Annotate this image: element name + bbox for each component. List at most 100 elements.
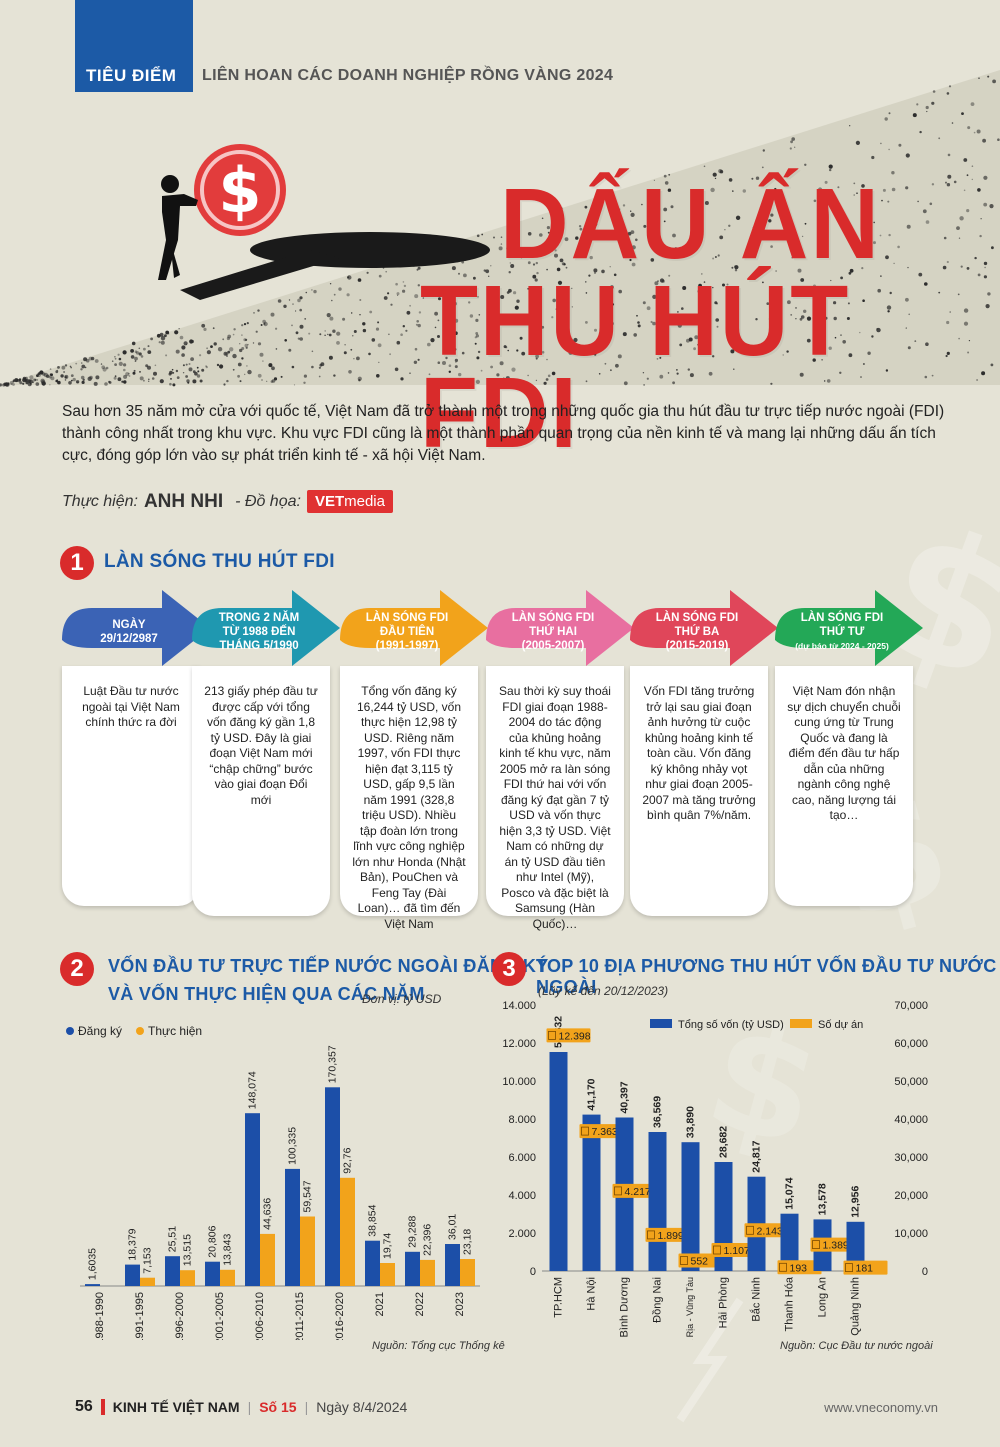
- stage-heading-line: (1991-1997): [375, 640, 439, 652]
- issue-date: Ngày 8/4/2024: [316, 1399, 408, 1415]
- left-tick-label: 10.000: [502, 1076, 536, 1088]
- section-header: LIÊN HOAN CÁC DOANH NGHIỆP RỒNG VÀNG 202…: [202, 67, 614, 84]
- header-corner-block: [75, 0, 193, 92]
- stage-heading-line: LÀN SÓNG FDI: [365, 612, 449, 624]
- bar-dang-ky: [285, 1168, 300, 1286]
- arrow-shape: [62, 590, 210, 666]
- data-label: 33,890: [684, 1106, 696, 1138]
- left-tick-label: 0: [530, 1266, 536, 1278]
- svg-text:193: 193: [790, 1262, 808, 1274]
- left-tick-label: 14.000: [502, 1000, 536, 1012]
- stage-heading-line: TRONG 2 NĂM: [218, 612, 300, 624]
- stage-heading-line: NGÀY: [112, 619, 146, 631]
- bar-thuc-hien: [420, 1259, 435, 1286]
- x-tick-label: 2021: [374, 1292, 386, 1316]
- data-label: 44,636: [261, 1198, 273, 1230]
- data-label: 92,76: [341, 1147, 353, 1173]
- x-tick-label: 2006-2010: [254, 1292, 266, 1340]
- chart-2-unit: Đơn vị: tỷ USD: [362, 992, 442, 1006]
- bar-thuc-hien: [460, 1259, 475, 1286]
- byline: Thực hiện: ANH NHI - Đồ họa: VETmedia: [62, 490, 393, 513]
- x-tick-label: Hải Phòng: [717, 1277, 729, 1328]
- stage-heading-line: THỨ BA: [674, 626, 720, 638]
- x-tick-label: Hà Nội: [585, 1277, 597, 1311]
- website-link[interactable]: www.vneconomy.vn: [824, 1400, 938, 1415]
- stage-heading-line: ĐẦU TIÊN: [379, 626, 435, 638]
- bar-tong-von: [681, 1142, 700, 1271]
- right-tick-label: 50,000: [894, 1076, 928, 1088]
- stage-heading-line: (2005-2007): [521, 640, 585, 652]
- legend-label-tong-von: Tổng số vốn (tỷ USD): [678, 1019, 784, 1031]
- section-2-number: 2: [60, 952, 94, 986]
- data-label: 28,682: [717, 1126, 729, 1158]
- hero-title-line-2: THU HÚT FDI: [420, 265, 851, 469]
- timeline-stage-4-header: LÀN SÓNG FDI THỨ HAI (2005-2007): [486, 588, 636, 668]
- bar-tong-von: [648, 1132, 667, 1271]
- data-label: 20,806: [206, 1225, 218, 1257]
- stage-heading-line: (2015-2019): [665, 640, 729, 652]
- data-label: 36,01: [446, 1214, 458, 1240]
- section-3-title: TOP 10 ĐỊA PHƯƠNG THU HÚT VỐN ĐẦU TƯ NƯỚ…: [536, 956, 997, 997]
- svg-text:2.143: 2.143: [757, 1225, 783, 1237]
- data-label: 24,817: [750, 1140, 762, 1172]
- data-label: 22,396: [421, 1224, 433, 1256]
- right-tick-label: 10,000: [894, 1228, 928, 1240]
- bar-tong-von: [582, 1114, 601, 1271]
- section-1-number: 1: [60, 546, 94, 580]
- timeline-stage-5-text: Vốn FDI tăng trưởng trở lại sau giai đoạ…: [630, 666, 768, 916]
- arrow-shape: [775, 590, 923, 666]
- bar-thuc-hien: [140, 1277, 155, 1286]
- bar-tong-von: [549, 1052, 568, 1271]
- bar-thuc-hien: [380, 1263, 395, 1286]
- svg-text:552: 552: [691, 1256, 709, 1268]
- svg-text:181: 181: [856, 1263, 874, 1275]
- chart-3-source: Nguồn: Cục Đầu tư nước ngoài: [780, 1340, 933, 1352]
- data-label: 41,170: [585, 1078, 597, 1110]
- right-tick-label: 0: [922, 1266, 928, 1278]
- project-count-marker: 552: [678, 1253, 723, 1268]
- data-label: 25,51: [166, 1226, 178, 1252]
- legend-label-so-du-an: Số dự án: [818, 1019, 863, 1031]
- right-tick-label: 70,000: [894, 1000, 928, 1012]
- legend-thuc-hien: Thực hiện: [136, 1024, 202, 1038]
- issue-number: Số 15: [259, 1399, 297, 1415]
- bar-dang-ky: [325, 1087, 340, 1286]
- bar-dang-ky: [365, 1240, 380, 1286]
- data-label: 13,578: [816, 1183, 828, 1215]
- stage-heading-line: (dự báo từ 2024 - 2025): [795, 641, 889, 651]
- stage-heading-line: THỨ TƯ: [819, 626, 865, 638]
- svg-text:1.899: 1.899: [658, 1230, 684, 1242]
- svg-text:1.389: 1.389: [823, 1240, 849, 1252]
- bar-tong-von: [846, 1221, 865, 1271]
- author-label: Thực hiện:: [62, 492, 138, 510]
- section-kicker: TIÊU ĐIỂM: [86, 66, 177, 85]
- project-count-marker: 193: [777, 1260, 822, 1275]
- data-label: 148,074: [246, 1071, 258, 1109]
- x-tick-label: 1996-2000: [174, 1292, 186, 1340]
- data-label: 40,397: [618, 1081, 630, 1113]
- timeline-stage-6-header: LÀN SÓNG FDI THỨ TƯ (dự báo từ 2024 - 2025…: [775, 588, 925, 668]
- x-tick-label: 1988-1990: [94, 1292, 106, 1340]
- timeline-stage-2-text: 213 giấy phép đầu tư được cấp với tổng v…: [192, 666, 330, 916]
- hero-title-line-1: DẤU ẤN: [500, 168, 881, 280]
- x-tick-label: Thanh Hóa: [783, 1276, 795, 1331]
- data-label: 15,074: [783, 1177, 795, 1209]
- data-label: 12,956: [849, 1186, 861, 1218]
- arrow-shape: [630, 590, 778, 666]
- left-tick-label: 12.000: [502, 1038, 536, 1050]
- project-count-marker: 7.363: [579, 1124, 624, 1139]
- data-label: 170,357: [326, 1045, 338, 1083]
- stage-heading-line: TỪ 1988 ĐẾN: [222, 626, 296, 638]
- bar-dang-ky: [445, 1244, 460, 1286]
- chart-3-legend: Tổng số vốn (tỷ USD) Số dự án: [650, 1019, 863, 1031]
- timeline-stage-3-text: Tổng vốn đăng ký 16,244 tỷ USD, vốn thực…: [340, 666, 478, 931]
- legend-swatch-tong-von: [650, 1019, 672, 1028]
- left-tick-label: 8.000: [508, 1114, 536, 1126]
- timeline-stage-6-text: Việt Nam đón nhận sự dịch chuyển chuỗi c…: [775, 666, 913, 906]
- left-tick-label: 4.000: [508, 1190, 536, 1202]
- data-label: 29,288: [406, 1216, 418, 1248]
- right-tick-label: 30,000: [894, 1152, 928, 1164]
- legend-swatch-so-du-an: [790, 1019, 812, 1028]
- right-tick-label: 20,000: [894, 1190, 928, 1202]
- author-name: ANH NHI: [143, 490, 224, 512]
